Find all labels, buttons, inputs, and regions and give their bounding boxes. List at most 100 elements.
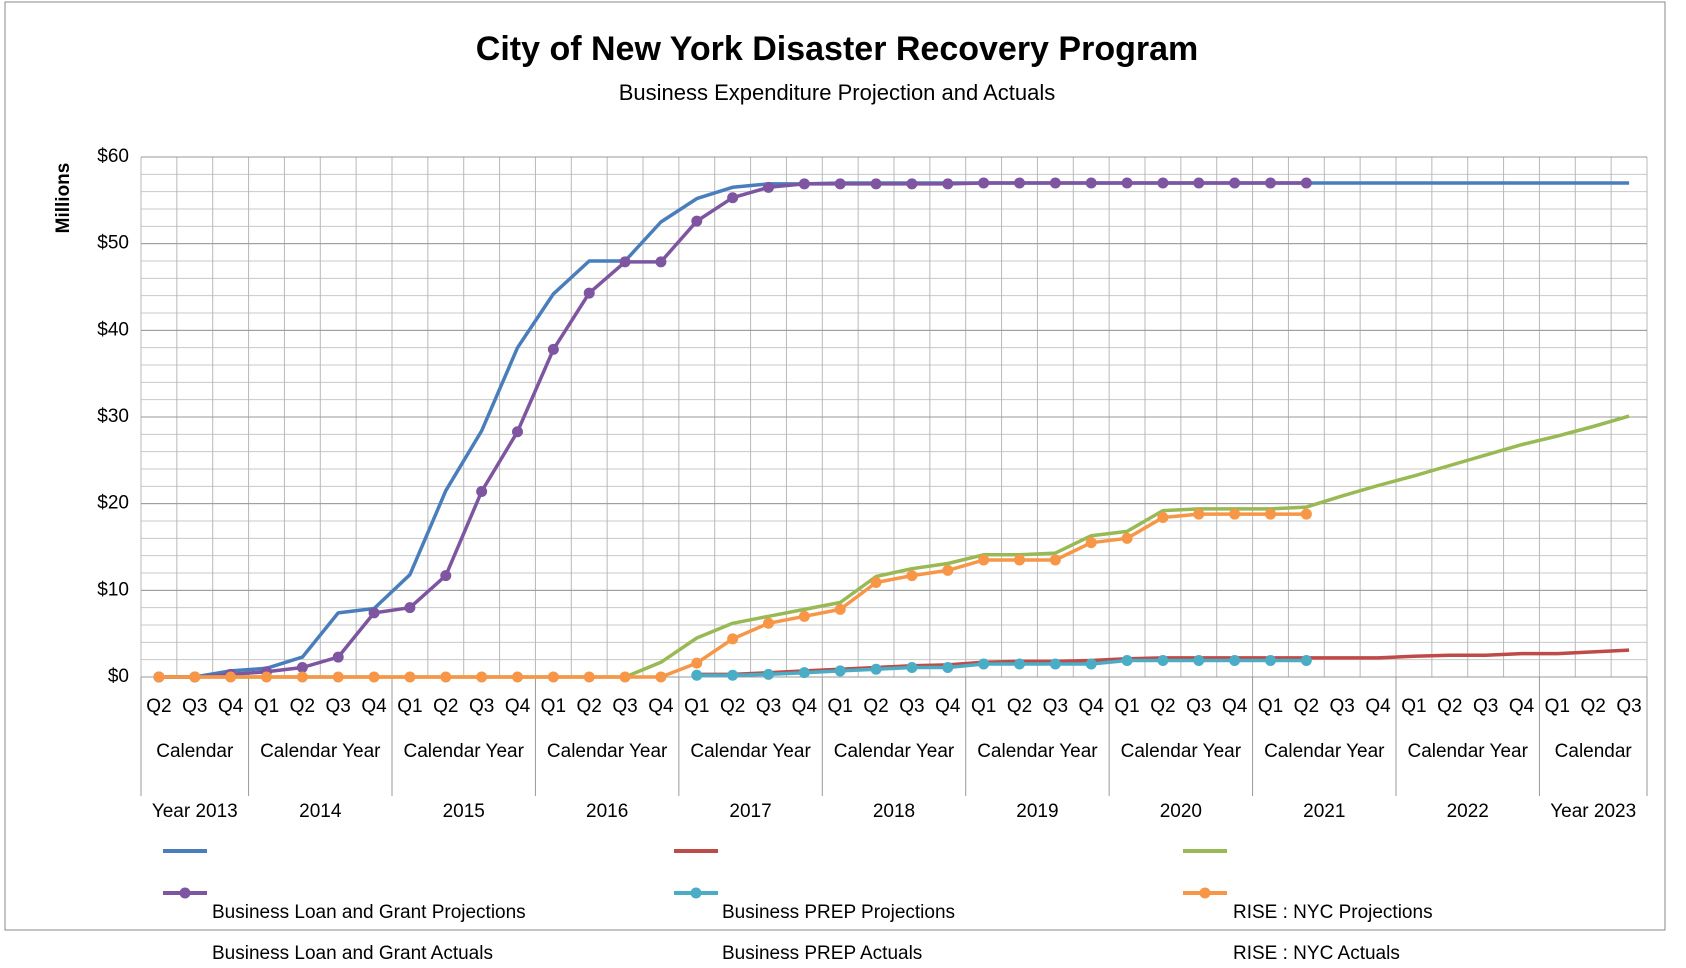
- point: [1085, 537, 1097, 549]
- point: [404, 671, 416, 683]
- x-tick-label: Q3: [612, 696, 637, 717]
- point: [1193, 655, 1205, 667]
- x-tick-label: Q1: [1258, 696, 1283, 717]
- group-label: 2015: [443, 801, 485, 822]
- point: [942, 661, 954, 673]
- legend-label: Business PREP Actuals: [722, 943, 922, 964]
- point: [727, 633, 739, 645]
- legend-marker: [1199, 887, 1211, 899]
- y-tick-label: $50: [97, 233, 129, 254]
- point: [476, 486, 488, 498]
- group-label: 2019: [1016, 801, 1058, 822]
- y-tick-label: $0: [108, 666, 129, 687]
- point: [404, 602, 416, 614]
- point: [368, 607, 380, 619]
- legend-marker: [179, 887, 191, 899]
- x-tick-label: Q1: [684, 696, 709, 717]
- group-label: 2022: [1447, 801, 1489, 822]
- x-tick-label: Q3: [1186, 696, 1211, 717]
- point: [476, 671, 488, 683]
- point: [1049, 554, 1061, 566]
- x-tick-label: Q3: [469, 696, 494, 717]
- point: [1049, 658, 1061, 670]
- x-tick-label: Q2: [1150, 696, 1175, 717]
- group-label: 2021: [1303, 801, 1345, 822]
- x-tick-label: Q1: [1114, 696, 1139, 717]
- point: [691, 669, 703, 681]
- x-tick-label: Q2: [146, 696, 171, 717]
- x-tick-label: Q2: [1581, 696, 1606, 717]
- point: [906, 570, 918, 582]
- point: [1014, 658, 1025, 670]
- x-tick-label: Q2: [1294, 696, 1319, 717]
- chart-subtitle: Business Expenditure Projection and Actu…: [619, 80, 1056, 105]
- y-tick-label: $30: [97, 406, 129, 427]
- y-tick-label: $20: [97, 493, 129, 514]
- point: [1121, 655, 1133, 667]
- point: [691, 657, 703, 669]
- point: [619, 256, 631, 268]
- point: [1300, 655, 1312, 667]
- x-tick-label: Q3: [1473, 696, 1498, 717]
- point: [763, 181, 774, 193]
- chart-border: [4, 1, 1666, 931]
- point: [798, 667, 810, 679]
- x-tick-label: Q3: [182, 696, 207, 717]
- point: [1193, 508, 1205, 520]
- x-tick-label: Q4: [1509, 696, 1535, 717]
- group-label: Calendar Year: [977, 741, 1098, 762]
- point: [834, 178, 846, 190]
- x-tick-label: Q1: [541, 696, 566, 717]
- point: [1265, 508, 1276, 520]
- point: [1229, 655, 1241, 667]
- point: [1121, 177, 1133, 189]
- point: [1085, 177, 1097, 189]
- series-line: [696, 658, 1307, 678]
- point: [1085, 658, 1097, 670]
- group-label: Calendar Year: [547, 741, 668, 762]
- x-tick-label: Q1: [397, 696, 422, 717]
- group-label: 2017: [729, 801, 771, 822]
- point: [1229, 177, 1241, 189]
- legend-marker: [690, 887, 702, 899]
- point: [1265, 177, 1276, 189]
- point: [189, 671, 201, 683]
- group-label: Calendar: [1555, 741, 1633, 762]
- point: [691, 215, 703, 227]
- point: [1014, 554, 1025, 566]
- legend-label: Business PREP Projections: [722, 902, 955, 923]
- point: [512, 426, 523, 438]
- group-label: 2018: [873, 801, 915, 822]
- point: [153, 671, 165, 683]
- point: [225, 671, 237, 683]
- point: [547, 671, 559, 683]
- point: [942, 564, 954, 576]
- point: [763, 668, 774, 680]
- point: [583, 671, 595, 683]
- point: [332, 651, 344, 663]
- y-tick-label: $10: [97, 579, 129, 600]
- x-tick-label: Q4: [505, 696, 531, 717]
- x-tick-label: Q2: [863, 696, 888, 717]
- point: [440, 570, 452, 582]
- point: [1300, 508, 1312, 520]
- y-tick-label: $60: [97, 146, 129, 167]
- x-tick-label: Q1: [828, 696, 853, 717]
- point: [870, 178, 882, 190]
- group-label: Calendar Year: [1264, 741, 1385, 762]
- point: [978, 658, 990, 670]
- x-tick-label: Q3: [756, 696, 781, 717]
- legend-label: Business Loan and Grant Actuals: [212, 943, 493, 964]
- point: [440, 671, 452, 683]
- group-label: Calendar Year: [1121, 741, 1242, 762]
- x-tick-label: Q1: [971, 696, 996, 717]
- group-label: Calendar Year: [1407, 741, 1528, 762]
- point: [1193, 177, 1205, 189]
- point: [547, 343, 559, 355]
- x-tick-label: Q4: [935, 696, 961, 717]
- point: [655, 671, 667, 683]
- legend-label: RISE : NYC Projections: [1233, 902, 1433, 923]
- point: [655, 256, 667, 268]
- point: [798, 610, 810, 622]
